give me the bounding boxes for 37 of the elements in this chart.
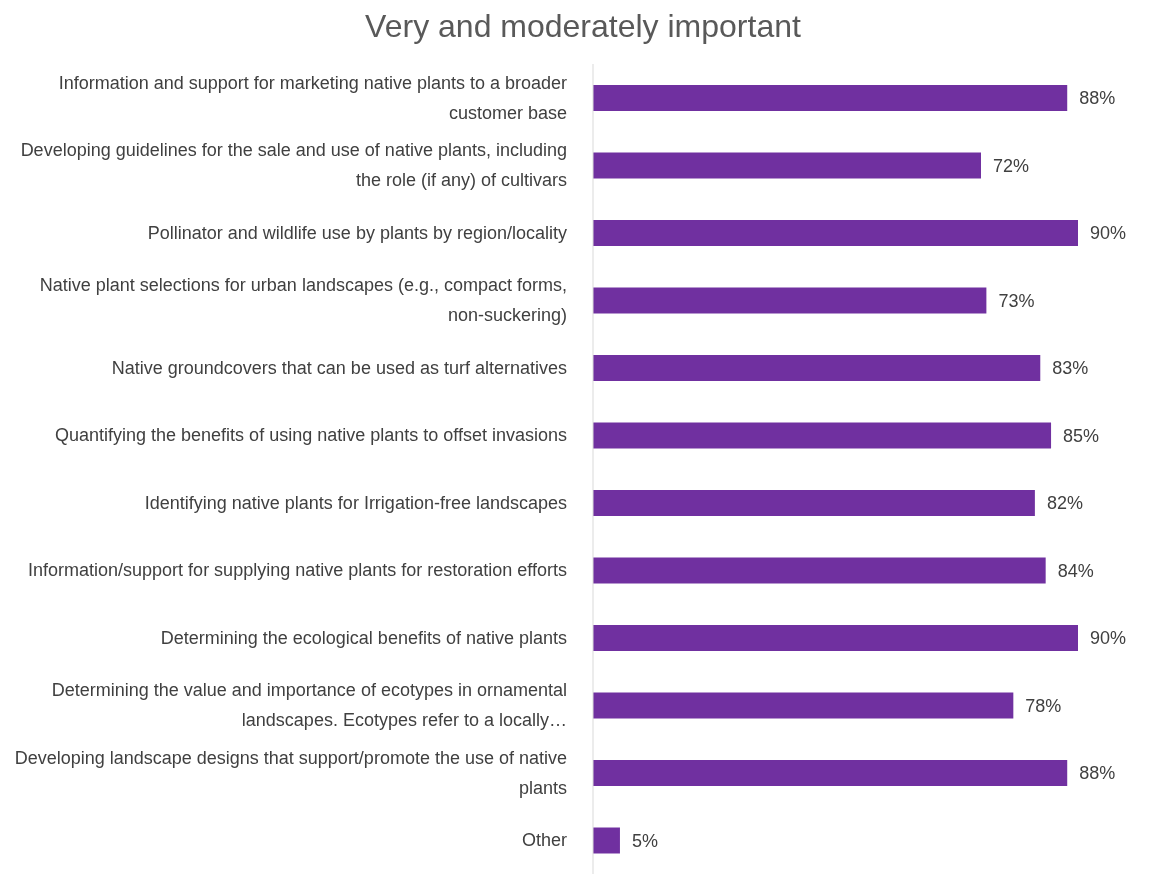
data-label: 84% bbox=[1057, 560, 1094, 581]
data-label: 88% bbox=[1079, 88, 1116, 108]
data-label: 88% bbox=[1079, 763, 1116, 783]
y-tick-label: Developing guidelines for the sale and use of native plants, including the role (if any) of cultivars bbox=[20, 140, 567, 191]
data-label: 82% bbox=[1046, 493, 1083, 513]
bar bbox=[593, 220, 1078, 246]
data-label: 5% bbox=[631, 830, 658, 851]
y-tick-label: Information and support for marketing native plants to a broader customer base bbox=[58, 72, 567, 123]
y-tick-label: Information/support for supplying native plants for restoration efforts bbox=[28, 560, 567, 581]
bar bbox=[593, 760, 1068, 786]
y-tick-label: Determining the ecological benefits of native plants bbox=[160, 627, 567, 648]
bar bbox=[593, 287, 987, 314]
bar bbox=[593, 85, 1068, 111]
data-label: 90% bbox=[1090, 628, 1127, 648]
bar bbox=[593, 625, 1078, 651]
y-tick-label: Pollinator and wildlife use by plants by region/locality bbox=[147, 222, 567, 243]
y-tick-label: Determining the value and importance of ecotypes in ornamental landscapes. Ecotypes refer to a locally… bbox=[51, 680, 567, 731]
y-tick-label: Developing landscape designs that support/promote the use of native plants bbox=[14, 747, 567, 798]
bar bbox=[593, 692, 1014, 719]
y-tick-label: Native groundcovers that can be used as turf alternatives bbox=[111, 357, 567, 378]
data-label: 73% bbox=[998, 290, 1035, 311]
bar bbox=[593, 422, 1052, 449]
y-tick-label: Identifying native plants for Irrigation-free landscapes bbox=[144, 492, 567, 513]
data-label: 72% bbox=[993, 155, 1030, 176]
data-label: 85% bbox=[1063, 425, 1100, 446]
data-label: 83% bbox=[1052, 358, 1089, 378]
data-label: 90% bbox=[1090, 223, 1127, 243]
y-tick-label: Native plant selections for urban landscapes (e.g., compact forms, non-suckering) bbox=[39, 275, 567, 326]
y-tick-label: Quantifying the benefits of using native plants to offset invasions bbox=[55, 425, 567, 446]
bar bbox=[593, 827, 620, 854]
chart-title: Very and moderately important bbox=[364, 8, 802, 45]
y-tick-label: Other bbox=[521, 830, 567, 851]
bar bbox=[593, 355, 1041, 381]
bar bbox=[593, 557, 1046, 584]
bar bbox=[593, 490, 1035, 516]
bar bbox=[593, 152, 981, 179]
data-label: 78% bbox=[1025, 695, 1062, 716]
